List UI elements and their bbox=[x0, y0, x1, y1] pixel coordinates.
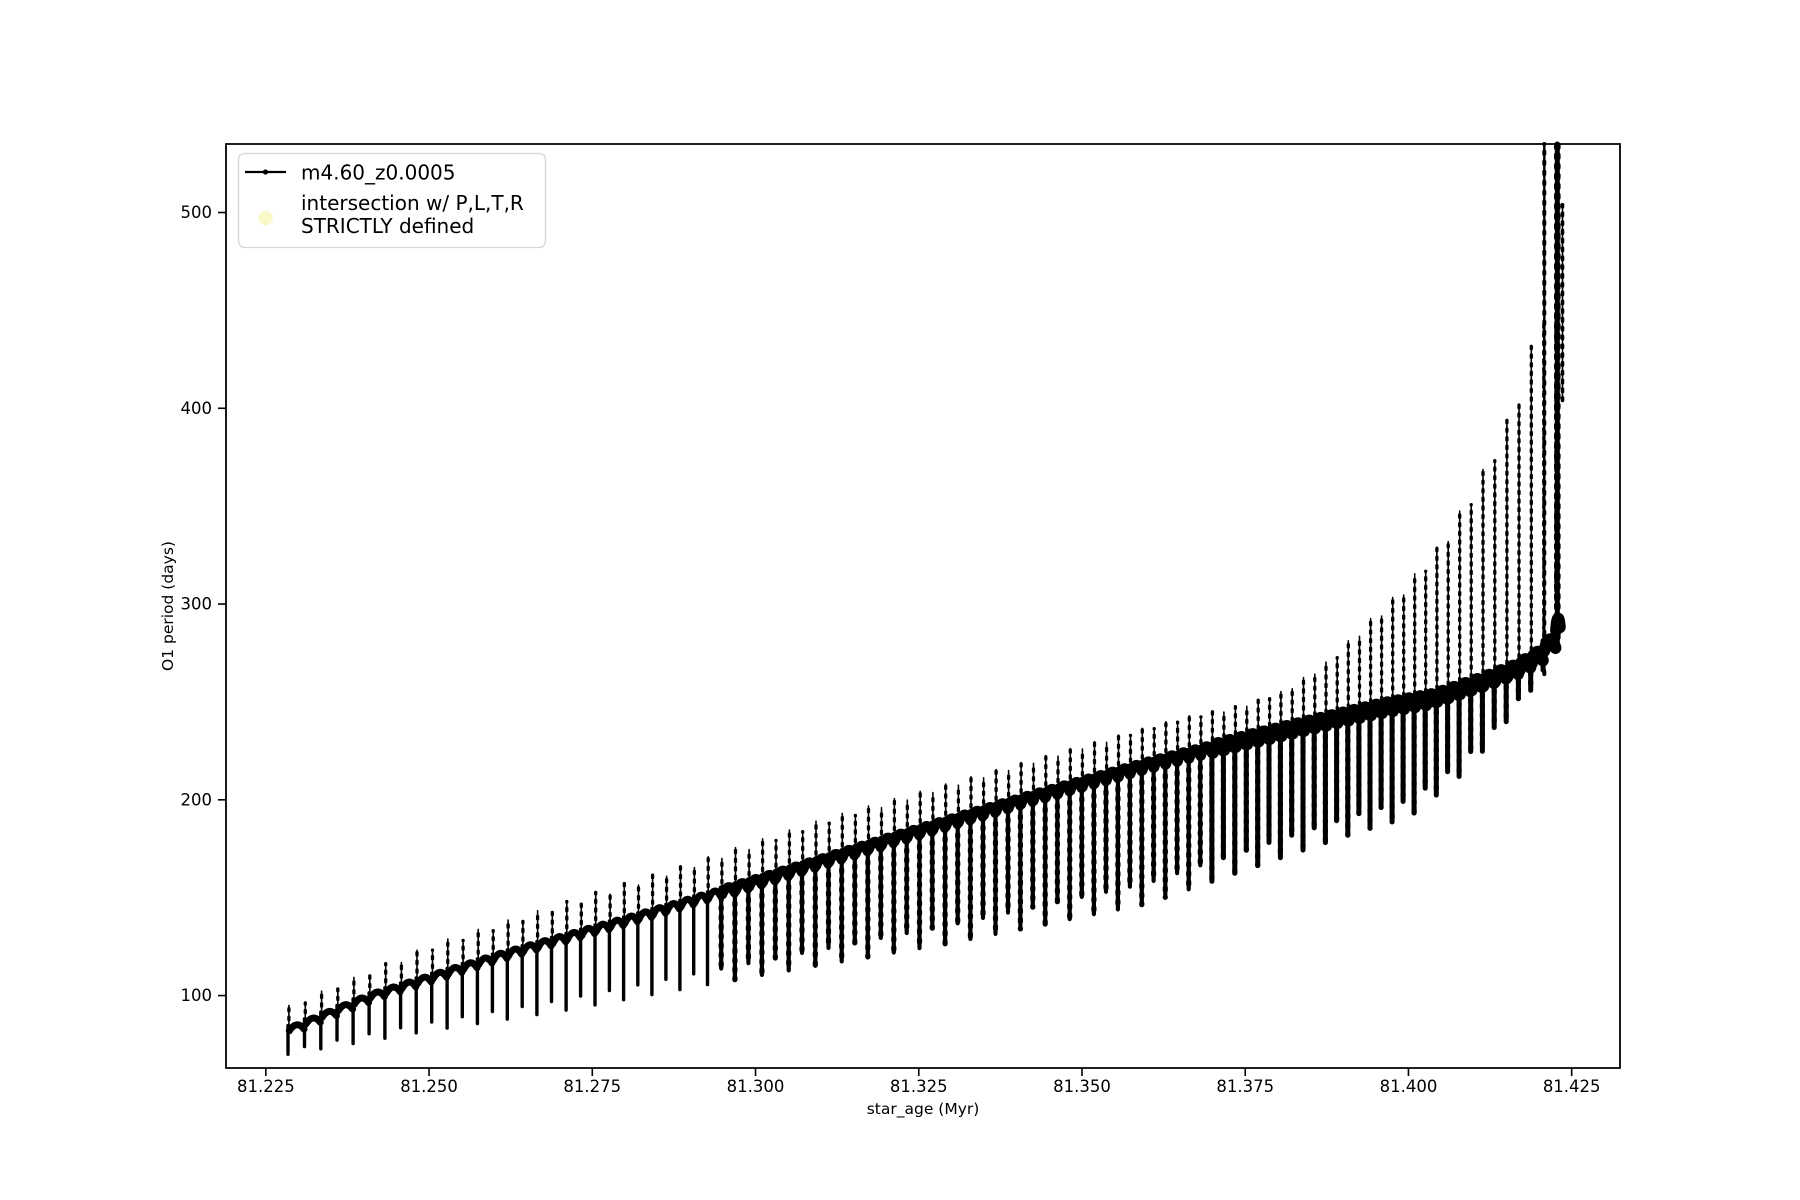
y-tick-label: 500 bbox=[181, 203, 213, 222]
legend-entry-2-label-line1: intersection w/ P,L,T,R bbox=[301, 191, 524, 215]
y-tick-label: 100 bbox=[181, 986, 213, 1005]
pulse-up-spike-markers bbox=[287, 291, 1558, 1030]
legend: m4.60_z0.0005 intersection w/ P,L,T,R ST… bbox=[237, 152, 547, 249]
series-m460-z00005 bbox=[285, 140, 1566, 1056]
x-tick-label: 81.350 bbox=[1053, 1077, 1111, 1096]
y-axis-label: O1 period (days) bbox=[159, 541, 177, 671]
legend-box bbox=[237, 152, 547, 249]
x-tick-label: 81.275 bbox=[563, 1077, 621, 1096]
axes-spines bbox=[225, 143, 1621, 1069]
pulse-down-spikes bbox=[286, 890, 710, 1056]
y-axis-ticks: 100 200 300 400 500 bbox=[181, 203, 226, 1005]
y-tick-label: 200 bbox=[181, 790, 213, 809]
y-tick-label: 300 bbox=[181, 595, 213, 614]
pulse-down-spike-markers bbox=[718, 617, 1559, 983]
pulse-up-spikes bbox=[288, 292, 1557, 1029]
legend-scatter-marker bbox=[258, 210, 273, 226]
x-tick-label: 81.225 bbox=[237, 1077, 295, 1096]
legend-line-marker-dot bbox=[262, 169, 269, 175]
legend-entry-1-label: m4.60_z0.0005 bbox=[301, 161, 456, 185]
x-tick-label: 81.400 bbox=[1380, 1077, 1438, 1096]
legend-entry-2-label-line2: STRICTLY defined bbox=[301, 214, 474, 238]
y-tick-label: 400 bbox=[181, 399, 213, 418]
x-tick-label: 81.300 bbox=[727, 1077, 785, 1096]
baseline-band-arcs bbox=[1206, 612, 1566, 759]
x-tick-label: 81.375 bbox=[1216, 1077, 1274, 1096]
baseline-band-arcs bbox=[285, 887, 725, 1035]
x-tick-label: 81.425 bbox=[1543, 1077, 1601, 1096]
x-tick-label: 81.325 bbox=[890, 1077, 948, 1096]
baseline-band-arcs bbox=[717, 741, 1217, 900]
x-tick-label: 81.250 bbox=[400, 1077, 458, 1096]
x-axis-ticks: 81.225 81.250 81.275 81.300 81.325 81.350 81.3… bbox=[237, 1068, 1601, 1096]
x-axis-label: star_age (Myr) bbox=[867, 1100, 980, 1119]
pulse-down-spikes bbox=[1209, 617, 1559, 884]
